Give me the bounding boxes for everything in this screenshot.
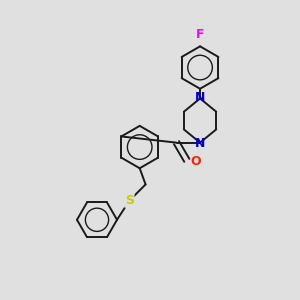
Text: N: N	[195, 92, 205, 104]
Text: F: F	[196, 28, 204, 41]
Text: S: S	[125, 194, 134, 207]
Text: N: N	[195, 137, 205, 150]
Text: O: O	[190, 155, 201, 168]
